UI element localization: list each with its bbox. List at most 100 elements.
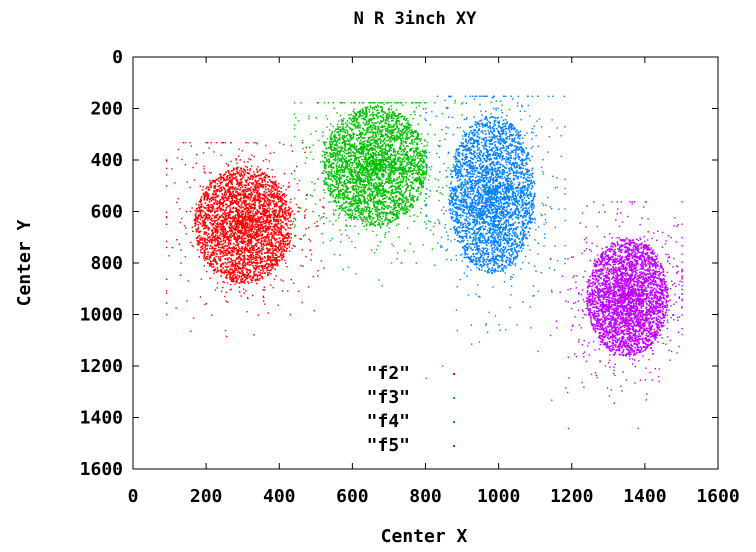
data-point [373,201,375,204]
data-point [196,218,199,221]
data-point [224,270,226,273]
data-point [398,186,400,189]
data-point [258,174,260,177]
data-point [272,225,274,228]
data-point [263,208,266,210]
data-point [233,269,236,272]
data-point [271,256,274,259]
data-point [262,243,264,245]
data-point [241,210,244,212]
data-point [244,241,247,243]
data-point [353,169,356,172]
data-point [229,271,231,274]
data-point [234,266,236,268]
data-point [276,189,278,191]
data-point [219,264,222,267]
data-point [280,187,282,189]
data-point [382,140,384,143]
data-point [400,148,403,151]
data-point [271,187,273,190]
data-point [235,207,238,210]
data-point [222,201,225,203]
data-point [229,188,231,191]
data-point [247,177,250,179]
data-point [214,221,216,224]
data-point [397,120,400,123]
data-point [165,246,168,249]
data-point [344,140,347,143]
data-point [381,151,383,154]
data-point [218,236,220,238]
data-point [356,157,359,159]
data-point [253,273,256,276]
data-point [200,230,202,233]
data-point [206,270,208,273]
data-point [208,227,211,230]
data-point [207,233,210,235]
data-point [255,218,257,220]
data-point [284,246,286,248]
data-point [198,200,201,203]
data-point [193,219,195,222]
data-point [269,221,272,223]
data-point [230,142,232,144]
data-point [364,134,366,136]
data-point [229,195,231,197]
data-point [265,210,268,212]
data-point [200,278,202,280]
data-point [376,117,379,119]
data-point [281,254,283,256]
data-point [245,211,247,214]
data-point [358,151,361,154]
data-point [224,212,227,215]
data-point [241,233,243,235]
data-point [334,196,337,199]
data-point [285,188,287,191]
data-point [264,252,267,254]
data-point [257,186,259,188]
data-point [322,206,324,208]
data-point [368,144,371,146]
data-point [230,229,232,232]
data-point [213,217,216,219]
data-point [329,152,331,154]
data-point [331,138,334,140]
data-point [270,238,272,241]
data-point [248,204,251,206]
data-point [366,148,368,150]
data-point [181,158,183,161]
data-point [304,151,306,154]
data-point [236,253,238,256]
data-point [401,200,403,202]
data-point [212,232,214,235]
data-point [238,155,240,157]
data-point [267,194,269,196]
data-point [229,213,231,216]
data-point [249,176,252,178]
data-point [202,186,204,188]
data-point [393,213,395,215]
data-point [255,232,257,234]
data-point [382,114,384,116]
data-point [246,215,248,218]
data-point [267,274,269,276]
data-point [333,185,335,187]
data-point [197,217,199,219]
data-point [248,188,251,190]
data-point [224,196,226,199]
data-point [244,248,247,250]
data-point [237,221,239,223]
data-point [261,180,264,182]
data-point [320,260,323,262]
data-point [200,196,203,198]
data-point [417,187,419,190]
data-point [249,247,251,249]
data-point [241,174,243,177]
data-point [372,117,375,119]
data-point [393,204,395,207]
data-point [246,207,248,209]
data-point [210,264,213,266]
data-point [204,224,206,226]
data-point [404,205,406,207]
data-point [398,132,400,134]
